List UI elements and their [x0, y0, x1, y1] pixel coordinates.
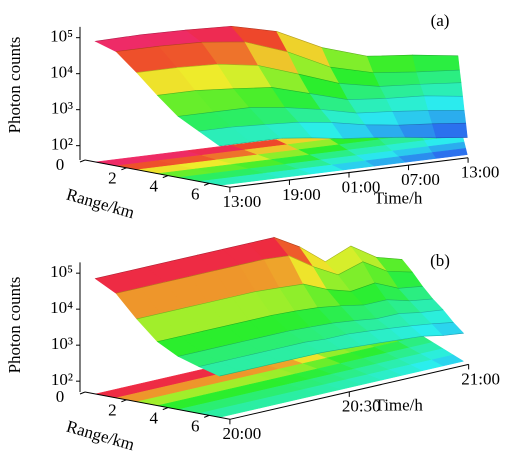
range-tick-label: 0: [56, 155, 65, 174]
surface-cell: [373, 71, 421, 87]
range-profile: [95, 25, 458, 57]
z-tick-label: 10⁵: [50, 27, 73, 46]
range-axis-title: Range/km: [64, 185, 136, 223]
surface-cell: [428, 110, 467, 125]
range-tick: [204, 414, 210, 418]
range-tick-label: 2: [108, 401, 117, 420]
z-tick-label: 10²: [51, 370, 73, 389]
range-tick: [162, 175, 168, 179]
surface-cell: [416, 69, 462, 85]
range-profile: [115, 255, 413, 294]
surface-cell: [398, 123, 437, 139]
surface-cell: [420, 82, 463, 97]
time-axis-title: Time/h: [374, 395, 423, 414]
range-profile: [157, 298, 433, 342]
range-tick-label: 4: [150, 177, 159, 196]
range-tick: [121, 399, 127, 403]
time-tick-label: 21:00: [461, 369, 500, 388]
surface-cell: [431, 322, 465, 336]
range-profile: [178, 309, 444, 357]
range-axis: [84, 391, 230, 420]
surface-cell: [431, 122, 468, 139]
range-axis-title: Range/km: [64, 417, 136, 455]
range-tick: [162, 407, 168, 411]
z-tick-label: 10⁴: [50, 298, 73, 317]
z-tick-label: 10⁴: [50, 63, 73, 82]
range-tick-label: 2: [108, 169, 117, 188]
z-tick-label: 10³: [51, 334, 73, 353]
range-profile: [198, 322, 454, 367]
time-tick-label: 13:00: [223, 192, 262, 211]
time-tick-label: 20:00: [223, 424, 262, 443]
range-profile: [116, 41, 460, 74]
surface-cell: [392, 110, 433, 126]
range-profile: [198, 121, 466, 132]
range-tick: [121, 167, 127, 171]
floor-cell: [431, 148, 468, 159]
panel-label: (a): [431, 11, 450, 30]
range-tick: [79, 391, 86, 395]
range-profile: [219, 332, 464, 377]
z-axis-title: Photon counts: [5, 277, 24, 374]
panel-label: (b): [430, 251, 450, 270]
z-tick-label: 10³: [51, 99, 73, 118]
range-tick: [204, 182, 210, 186]
range-tick-label: 6: [191, 184, 200, 203]
range-profile: [219, 136, 468, 147]
time-tick-label: 20:30: [342, 397, 381, 416]
range-tick-label: 6: [191, 416, 200, 435]
surface-cell: [366, 54, 417, 74]
range-tick-label: 4: [150, 409, 159, 428]
time-tick-label: 13:00: [461, 163, 500, 182]
z-tick-label: 10²: [51, 135, 73, 154]
range-profile: [157, 87, 463, 100]
z-axis-title: Photon counts: [5, 37, 24, 134]
time-tick-label: 19:00: [282, 185, 321, 204]
range-axis: [84, 159, 230, 188]
range-tick-label: 0: [56, 387, 65, 406]
range-profile: [178, 107, 465, 117]
range-profile: [136, 282, 423, 320]
range-tick: [79, 159, 86, 163]
time-tick-label: 07:00: [401, 170, 440, 189]
time-axis-title: Time/h: [374, 189, 423, 208]
surface-cell: [424, 95, 465, 111]
range-profile: [136, 63, 462, 87]
floor-cell: [431, 354, 465, 367]
range-profile: [95, 237, 403, 279]
time-tick-label: 01:00: [342, 177, 381, 196]
z-tick-label: 10⁵: [50, 262, 73, 281]
surface-cell: [412, 54, 460, 73]
